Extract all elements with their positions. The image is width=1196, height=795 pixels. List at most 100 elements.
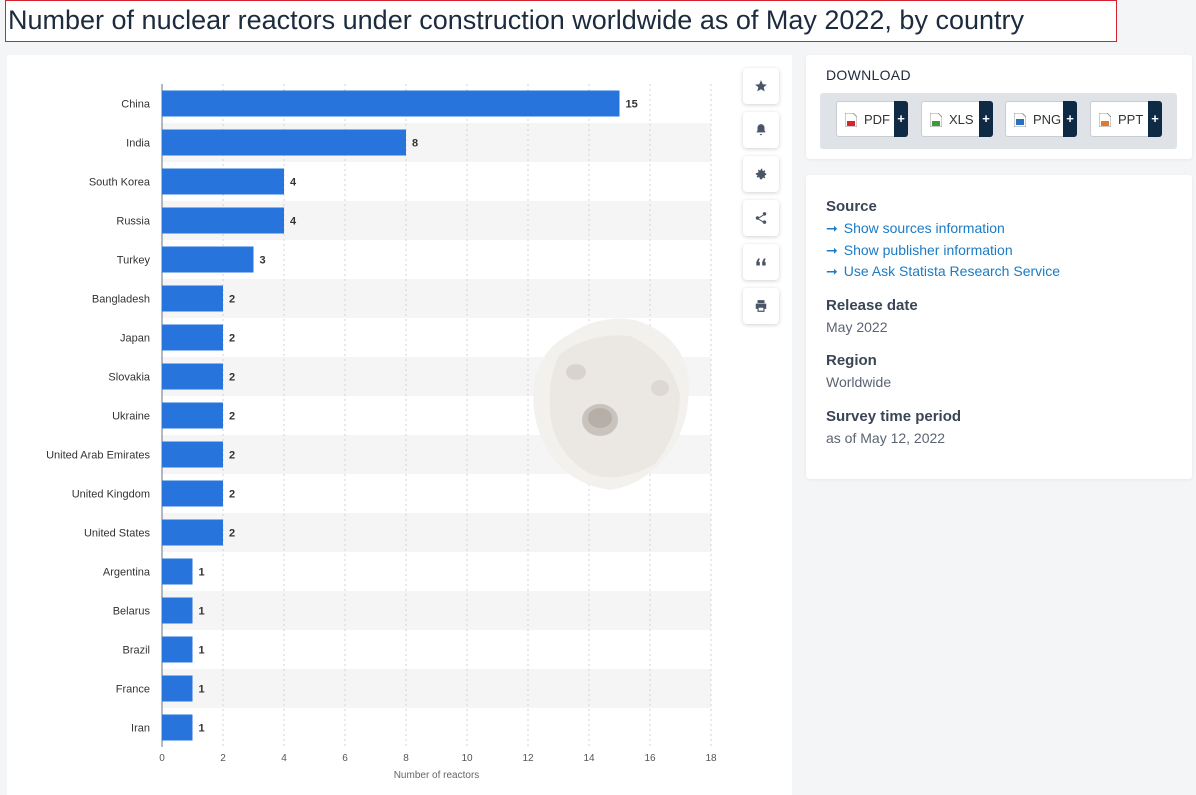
data-label: 1 — [199, 684, 205, 696]
category-label: United Kingdom — [72, 489, 150, 501]
region-value: Worldwide — [826, 374, 892, 390]
category-label: Slovakia — [108, 372, 150, 384]
download-ppt-button[interactable]: PPT + — [1090, 101, 1162, 137]
category-label: Argentina — [103, 567, 151, 579]
bell-icon — [756, 124, 766, 136]
data-label: 1 — [199, 606, 205, 618]
source-heading: Source — [826, 198, 877, 215]
row-band — [162, 591, 711, 630]
download-ppt-plus[interactable]: + — [1148, 101, 1162, 137]
x-tick-label: 8 — [403, 753, 409, 764]
info-panel: Source ➞ Show sources information ➞ Show p… — [806, 175, 1192, 479]
print-button[interactable] — [743, 288, 779, 324]
bar — [162, 207, 284, 234]
page-title: Number of nuclear reactors under constru… — [5, 0, 1117, 42]
data-label: 1 — [199, 567, 205, 579]
category-label: China — [121, 99, 151, 111]
category-label: Belarus — [113, 606, 151, 618]
data-label: 2 — [229, 489, 235, 501]
row-band — [162, 279, 711, 318]
data-label: 4 — [290, 216, 297, 228]
category-label: Russia — [116, 216, 151, 228]
png-file-icon — [1014, 113, 1026, 127]
pdf-file-icon — [845, 113, 857, 127]
ask-statista-label: Use Ask Statista Research Service — [843, 263, 1061, 279]
data-label: 2 — [229, 333, 235, 345]
x-tick-label: 12 — [522, 753, 534, 764]
bar — [162, 324, 223, 351]
data-label: 2 — [229, 294, 235, 306]
settings-button[interactable] — [743, 156, 779, 192]
survey-period-value: as of May 12, 2022 — [826, 430, 946, 446]
bar — [162, 714, 193, 741]
download-panel: DOWNLOAD PDF + XLS + PNG + PPT + — [806, 55, 1192, 159]
bar — [162, 168, 284, 195]
cite-button[interactable] — [743, 244, 779, 280]
bar — [162, 519, 223, 546]
data-label: 2 — [229, 372, 235, 384]
category-label: United Arab Emirates — [46, 450, 150, 462]
notification-button[interactable] — [743, 112, 779, 148]
x-tick-label: 18 — [705, 753, 717, 764]
show-publisher-link[interactable]: ➞ Show publisher information — [826, 242, 1013, 259]
dog-face-image — [533, 318, 689, 490]
row-band — [162, 513, 711, 552]
show-publisher-label: Show publisher information — [843, 242, 1013, 258]
bar — [162, 636, 193, 663]
ppt-file-icon — [1099, 113, 1111, 127]
row-band — [162, 669, 711, 708]
category-label: France — [116, 684, 150, 696]
ask-statista-link[interactable]: ➞ Use Ask Statista Research Service — [826, 263, 1060, 280]
download-pdf-label: PDF — [864, 112, 890, 127]
bar — [162, 597, 193, 624]
x-axis-title: Number of reactors — [394, 770, 480, 781]
download-xls-label: XLS — [949, 112, 974, 127]
download-xls-plus[interactable]: + — [979, 101, 993, 137]
x-tick-label: 16 — [644, 753, 656, 764]
download-pdf-button[interactable]: PDF + — [836, 101, 908, 137]
data-label: 2 — [229, 411, 235, 423]
data-label: 1 — [199, 645, 205, 657]
category-label: South Korea — [89, 177, 151, 189]
share-button[interactable] — [743, 200, 779, 236]
category-label: Brazil — [122, 645, 150, 657]
favorite-button[interactable] — [743, 68, 779, 104]
category-label: United States — [84, 528, 151, 540]
category-label: Iran — [131, 723, 150, 735]
chart-toolbar — [743, 68, 779, 332]
data-label: 1 — [199, 723, 205, 735]
download-png-button[interactable]: PNG + — [1005, 101, 1077, 137]
print-icon — [755, 300, 767, 312]
survey-period-heading: Survey time period — [826, 408, 962, 425]
bar — [162, 129, 406, 156]
release-date-heading: Release date — [826, 297, 918, 314]
star-icon — [755, 80, 767, 92]
arrow-right-icon: ➞ — [826, 242, 838, 258]
x-tick-label: 14 — [583, 753, 595, 764]
category-label: Ukraine — [112, 411, 150, 423]
bar — [162, 402, 223, 429]
download-title: DOWNLOAD — [826, 67, 911, 83]
download-xls-button[interactable]: XLS + — [921, 101, 993, 137]
arrow-right-icon: ➞ — [826, 263, 838, 279]
arrow-right-icon: ➞ — [826, 220, 838, 236]
bar — [162, 246, 254, 273]
bar — [162, 363, 223, 390]
show-sources-link[interactable]: ➞ Show sources information — [826, 220, 1005, 237]
x-tick-label: 6 — [342, 753, 348, 764]
bar — [162, 558, 193, 585]
share-icon — [755, 212, 767, 224]
bar — [162, 480, 223, 507]
data-label: 2 — [229, 528, 235, 540]
download-pdf-plus[interactable]: + — [894, 101, 908, 137]
download-png-plus[interactable]: + — [1063, 101, 1077, 137]
x-tick-label: 2 — [220, 753, 226, 764]
category-label: Turkey — [117, 255, 151, 267]
gear-icon — [755, 168, 767, 180]
release-date-value: May 2022 — [826, 319, 888, 335]
region-heading: Region — [826, 352, 877, 369]
bar — [162, 90, 620, 117]
category-label: Bangladesh — [92, 294, 150, 306]
show-sources-label: Show sources information — [843, 220, 1005, 236]
bar — [162, 675, 193, 702]
